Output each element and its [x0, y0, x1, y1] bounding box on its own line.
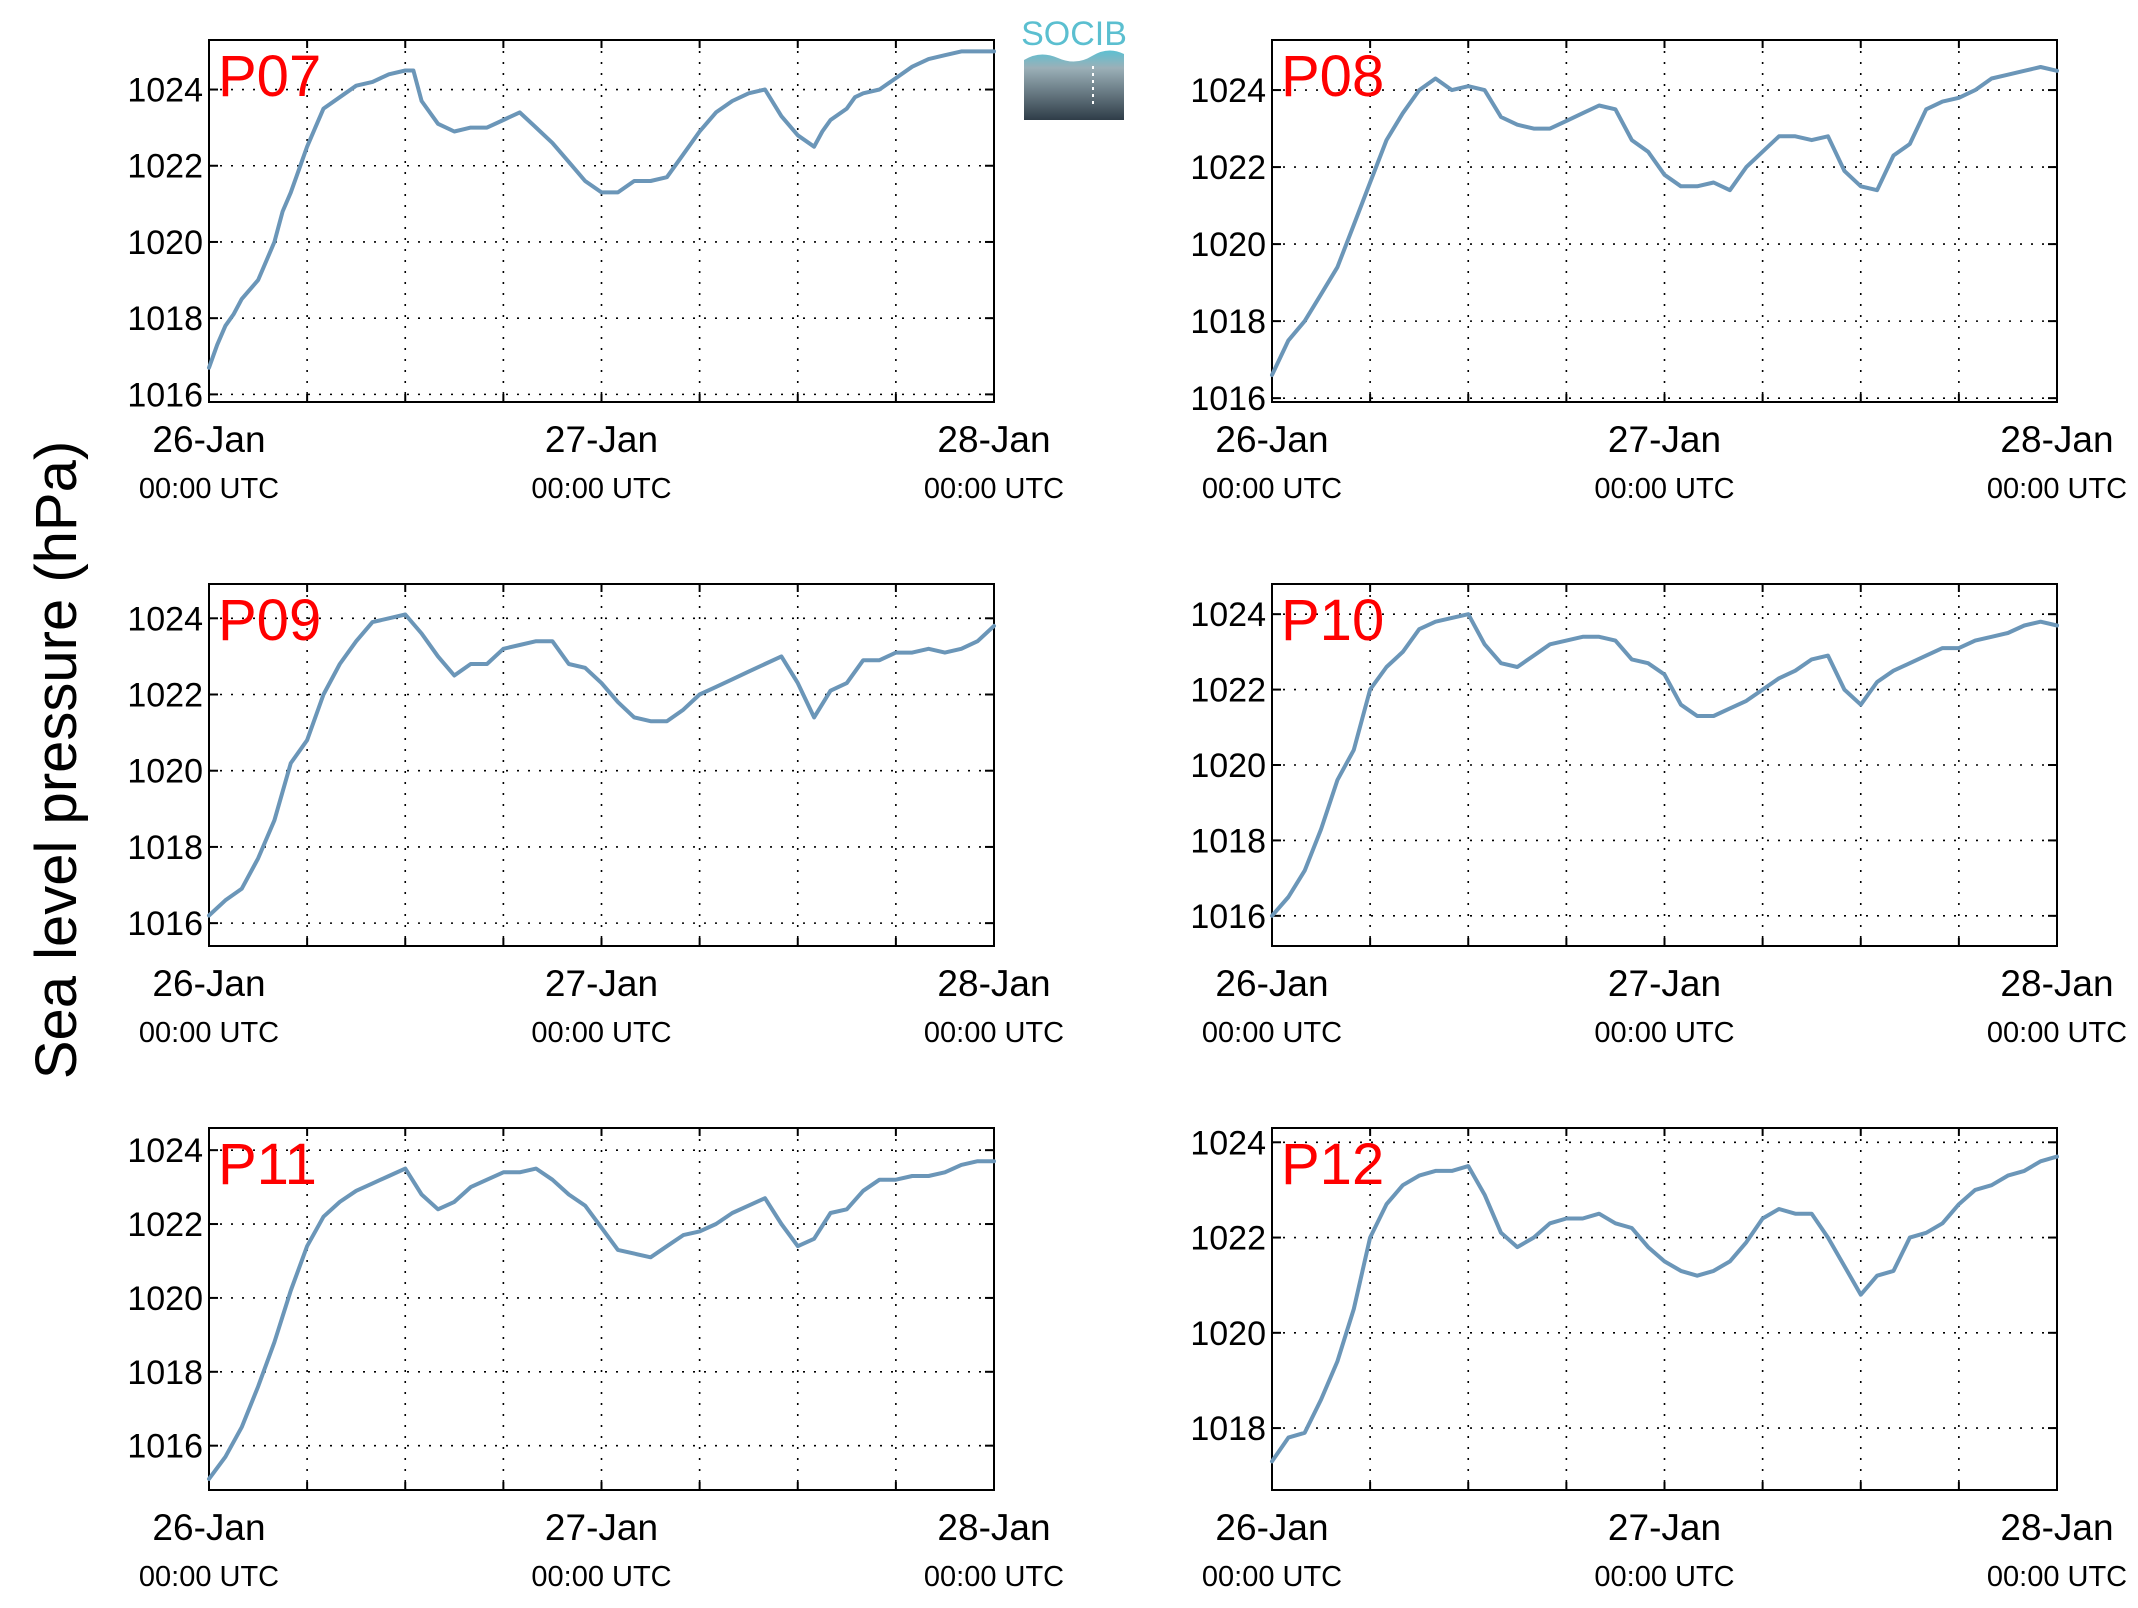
- chart-p09-series-line: [207, 612, 996, 918]
- chart-p10-x-tick-label-date: 27-Jan: [1608, 963, 1721, 1004]
- chart-p09-y-tick-label: 1020: [127, 753, 203, 791]
- chart-p09-y-tick-label: 1016: [127, 905, 203, 943]
- chart-p08-y-tick-label: 1022: [1190, 149, 1266, 187]
- chart-p07-panel-label: P07: [218, 44, 321, 109]
- chart-p10-x-tick-label-time: 00:00 UTC: [1987, 1017, 2127, 1049]
- chart-p12-y-tick-label: 1024: [1190, 1124, 1266, 1162]
- chart-p10-series-line: [1270, 612, 2059, 918]
- chart-p09-x-tick-label-date: 28-Jan: [937, 963, 1050, 1004]
- chart-p12-x-tick-label-time: 00:00 UTC: [1202, 1561, 1342, 1593]
- chart-p11-x-tick-label-date: 28-Jan: [937, 1507, 1050, 1548]
- chart-p08-panel-label: P08: [1281, 44, 1384, 109]
- chart-p07-x-tick-label-time: 00:00 UTC: [139, 473, 279, 505]
- chart-p09-y-tick-label: 1022: [127, 677, 203, 715]
- chart-p07-x-tick-label-date: 26-Jan: [152, 419, 265, 460]
- chart-p08-series-line: [1270, 65, 2059, 377]
- chart-p07-x-tick-label-time: 00:00 UTC: [531, 473, 671, 505]
- chart-p07-y-tick-label: 1020: [127, 224, 203, 262]
- chart-p12-x-tick-label-date: 27-Jan: [1608, 1507, 1721, 1548]
- chart-p07-x-tick-label-date: 27-Jan: [545, 419, 658, 460]
- chart-p11-x-tick-label-time: 00:00 UTC: [139, 1561, 279, 1593]
- chart-p08-x-tick-label-time: 00:00 UTC: [1594, 473, 1734, 505]
- chart-p12-x-tick-label-date: 26-Jan: [1215, 1507, 1328, 1548]
- chart-p11-series-line: [207, 1159, 996, 1481]
- chart-p07-y-tick-label: 1018: [127, 300, 203, 338]
- chart-p08-y-tick-label: 1020: [1190, 226, 1266, 264]
- chart-p08-y-tick-label: 1018: [1190, 303, 1266, 341]
- chart-p11-x-tick-label-date: 27-Jan: [545, 1507, 658, 1548]
- chart-p10-y-tick-label: 1024: [1190, 596, 1266, 634]
- chart-p10-x-tick-label-time: 00:00 UTC: [1202, 1017, 1342, 1049]
- chart-p09-x-tick-label-time: 00:00 UTC: [531, 1017, 671, 1049]
- chart-p07-axes-box: [208, 39, 995, 403]
- chart-p11-y-tick-label: 1022: [127, 1206, 203, 1244]
- chart-p10-x-tick-label-time: 00:00 UTC: [1594, 1017, 1734, 1049]
- chart-p11-x-tick-label-time: 00:00 UTC: [531, 1561, 671, 1593]
- chart-p12-y-tick-label: 1020: [1190, 1315, 1266, 1353]
- chart-p09-x-tick-label-time: 00:00 UTC: [139, 1017, 279, 1049]
- chart-p10-panel: 1016 1018 1020 1022 1024 26-Jan 00:00 UTC 27-Ja…: [1190, 583, 2127, 1049]
- socib-logo-text: SOCIB: [1021, 15, 1127, 53]
- panels: 1016 1018 1020 1022 1024 26-Jan 00:00 UTC 27-Ja…: [127, 39, 2127, 1593]
- chart-p09-panel-label: P09: [218, 588, 321, 653]
- chart-p10-y-tick-label: 1022: [1190, 672, 1266, 710]
- chart-p08-y-tick-label: 1016: [1190, 380, 1266, 418]
- chart-p10-panel-label: P10: [1281, 588, 1384, 653]
- chart-p11-panel: 1016 1018 1020 1022 1024 26-Jan 00:00 UTC 27-Ja…: [127, 1127, 1064, 1593]
- chart-p11-x-tick-label-time: 00:00 UTC: [924, 1561, 1064, 1593]
- y-axis-label: Sea level pressure (hPa): [24, 441, 89, 1079]
- chart-p11-y-tick-label: 1024: [127, 1132, 203, 1170]
- chart-p08-x-tick-label-time: 00:00 UTC: [1202, 473, 1342, 505]
- chart-p12-axes-box: [1271, 1127, 2058, 1491]
- chart-p10-y-tick-label: 1020: [1190, 747, 1266, 785]
- chart-p09-y-tick-label: 1024: [127, 600, 203, 638]
- chart-p10-x-tick-label-date: 26-Jan: [1215, 963, 1328, 1004]
- chart-p11-x-tick-label-date: 26-Jan: [152, 1507, 265, 1548]
- chart-p08-axes-box: [1271, 39, 2058, 403]
- chart-p11-y-tick-label: 1018: [127, 1354, 203, 1392]
- chart-p11-panel-label: P11: [218, 1132, 317, 1197]
- chart-p12-series-line: [1270, 1154, 2059, 1464]
- chart-p07-x-tick-label-time: 00:00 UTC: [924, 473, 1064, 505]
- chart-p12-y-tick-label: 1018: [1190, 1410, 1266, 1448]
- chart-p09-y-tick-label: 1018: [127, 829, 203, 867]
- chart-p11-y-tick-label: 1016: [127, 1428, 203, 1466]
- chart-p08-x-tick-label-date: 27-Jan: [1608, 419, 1721, 460]
- chart-p09-x-tick-label-time: 00:00 UTC: [924, 1017, 1064, 1049]
- chart-p07-y-tick-label: 1016: [127, 376, 203, 414]
- chart-p09-x-tick-label-date: 27-Jan: [545, 963, 658, 1004]
- chart-p09-panel: 1016 1018 1020 1022 1024 26-Jan 00:00 UTC 27-Ja…: [127, 583, 1064, 1049]
- socib-logo: SOCIB: [1021, 15, 1127, 120]
- chart-p12-x-tick-label-date: 28-Jan: [2000, 1507, 2113, 1548]
- chart-p08-x-tick-label-date: 28-Jan: [2000, 419, 2113, 460]
- chart-p12-panel-label: P12: [1281, 1132, 1384, 1197]
- chart-p09-axes-box: [208, 583, 995, 947]
- chart-p08-panel: 1016 1018 1020 1022 1024 26-Jan 00:00 UTC 27-Ja…: [1190, 39, 2127, 505]
- chart-p10-axes-box: [1271, 583, 2058, 947]
- chart-p12-panel: 1018 1020 1022 1024 26-Jan 00:00 UTC 27-Jan 00:…: [1190, 1124, 2127, 1593]
- chart-p08-x-tick-label-date: 26-Jan: [1215, 419, 1328, 460]
- chart-p10-y-tick-label: 1016: [1190, 898, 1266, 936]
- chart-p08-y-tick-label: 1024: [1190, 72, 1266, 110]
- chart-p09-x-tick-label-date: 26-Jan: [152, 963, 265, 1004]
- chart-p11-y-tick-label: 1020: [127, 1280, 203, 1318]
- chart-p08-x-tick-label-time: 00:00 UTC: [1987, 473, 2127, 505]
- chart-p10-x-tick-label-date: 28-Jan: [2000, 963, 2113, 1004]
- chart-p10-y-tick-label: 1018: [1190, 822, 1266, 860]
- chart-p07-panel: 1016 1018 1020 1022 1024 26-Jan 00:00 UTC 27-Ja…: [127, 39, 1064, 505]
- chart-p07-x-tick-label-date: 28-Jan: [937, 419, 1050, 460]
- socib-logo-wave: [1024, 50, 1124, 120]
- chart-p07-y-tick-label: 1022: [127, 148, 203, 186]
- chart-p07-series-line: [207, 49, 996, 370]
- chart-p12-x-tick-label-time: 00:00 UTC: [1987, 1561, 2127, 1593]
- chart-p12-y-tick-label: 1022: [1190, 1220, 1266, 1258]
- chart-p07-y-tick-label: 1024: [127, 72, 203, 110]
- chart-p12-x-tick-label-time: 00:00 UTC: [1594, 1561, 1734, 1593]
